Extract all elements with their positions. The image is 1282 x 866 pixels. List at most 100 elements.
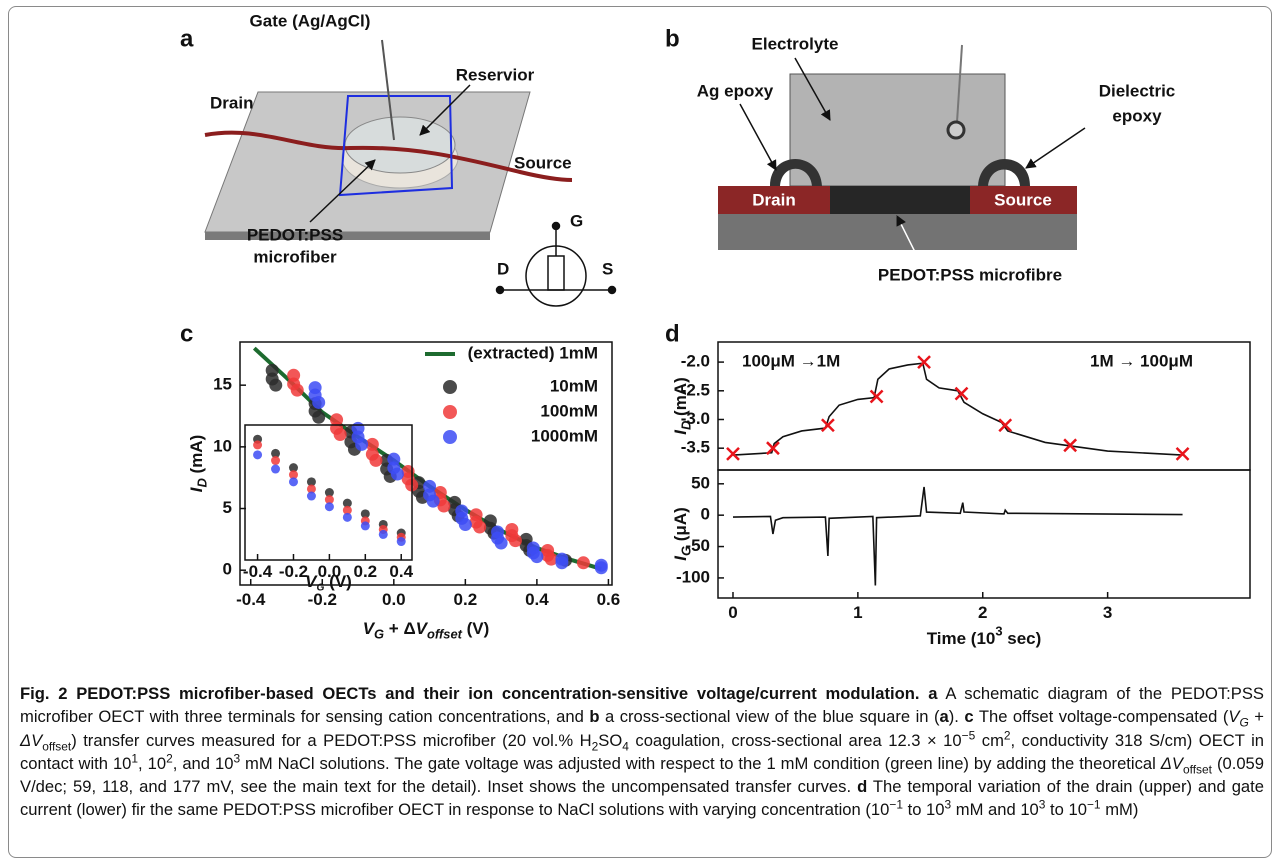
arrow [309,159,376,223]
channel [547,255,565,291]
panel-b: b Electrolyte Dielectric epoxy Ag epoxy … [665,25,1175,284]
label-run: I [187,486,206,492]
caption-run: −1 [889,797,903,812]
cross-marker [726,447,740,461]
y-axis-label: ID (mA) [187,435,210,493]
ag-epoxy [770,159,822,186]
x-tick-label: 1 [853,603,862,622]
scatter-point [508,534,522,548]
scatter-point [342,498,352,508]
y-tick-label: -3.5 [681,438,710,457]
data-line [732,486,1183,586]
scatter-point [271,448,281,458]
caption-run: b [589,707,600,727]
label-run: G [317,582,325,593]
y-axis-label: IG (μA) [671,507,694,561]
scatter-point [360,509,370,519]
blue-square [338,95,454,197]
x-tick-label: -0.4 [243,562,273,581]
y-tick-label: 10 [213,436,232,455]
label-run: 3 [995,624,1002,639]
scatter-point [290,383,304,397]
label: PEDOT:PSS microfibre [878,265,1062,284]
x-tick-label: -0.2 [279,562,308,581]
x-tick-label: 0.0 [382,590,406,609]
x-axis-label: VG (V) [305,572,352,593]
label: Drain [752,190,795,209]
scatter-point [271,456,281,466]
caption-run: 2 [1003,728,1011,743]
label-run: Time (10 [927,629,996,648]
slab-edge [205,232,490,240]
annotation: 100μM →1M [742,351,840,370]
x-tick-label: -0.2 [308,590,337,609]
gate-electrode [946,120,966,140]
node [551,221,561,231]
scatter-point [253,450,263,460]
caption-run: mM NaCl solutions. The gate voltage was … [240,753,1161,773]
scatter-point [530,550,544,564]
scatter-point [594,561,608,575]
cross-marker [766,441,780,456]
label-run: I [671,555,690,561]
label: epoxy [1112,106,1162,125]
caption-run: SO [598,730,623,750]
reservoir [344,116,456,174]
caption-run: ΔV [1160,753,1183,773]
arrow [419,84,471,136]
scatter-point [306,477,316,487]
data-line [732,362,1183,456]
arrow [1025,127,1086,169]
panel-a: a Gate (Ag/AgCl) Reservior Drain Source … [180,11,617,307]
caption-run: to 10 [902,800,945,820]
scatter-point [494,536,508,550]
caption-run: 2 [166,751,173,766]
label: Ag epoxy [697,81,774,100]
scatter-point [312,395,326,409]
caption-run: mM and 10 [951,800,1039,820]
caption-run: d [857,777,868,797]
source-pad [970,186,1077,214]
gate-wire [956,44,963,123]
x-tick-label: 0.4 [389,562,413,581]
label: Gate (Ag/AgCl) [250,11,371,30]
caption-run: 4 [622,738,629,753]
caption-run: a cross-sectional view of the blue squar… [599,707,940,727]
y-tick-label: 0 [701,505,710,524]
y-tick-label: 15 [213,375,232,394]
scatter-point [288,470,298,480]
label-run: D [195,478,210,487]
y-tick-label: -2.5 [681,380,710,399]
cross-marker [1063,438,1078,453]
x-tick-label: 0.2 [454,590,478,609]
caption-run: offset [42,738,72,753]
label-run: G [374,627,384,642]
y-tick-label: 5 [223,498,232,517]
label: S [602,259,613,278]
caption-run: cm [975,730,1004,750]
caption-run: 3 [1038,797,1046,812]
caption-run: coagulation, cross-sectional area 12.3 ×… [628,730,962,750]
scatter-point [544,552,558,566]
caption-run: 3 [944,797,952,812]
legend-label: 10mM [550,376,598,395]
scatter-point [355,437,369,451]
x-tick-label: 0.2 [353,562,377,581]
caption-run: ). [948,707,965,727]
label-run: V [363,619,376,638]
caption-run: , conductivity 318 S/cm) OECT in contact… [20,730,1264,773]
scatter-point [426,494,440,508]
cross-marker [954,386,969,401]
label: microfiber [253,247,337,266]
cross-marker [821,418,835,433]
caption-run: The temporal variation of the drain (upp… [20,777,1264,820]
x-tick-label: 0.0 [318,562,342,581]
x-tick-label: 0.6 [597,590,621,609]
label: Electrolyte [752,34,839,53]
scatter-point [342,512,352,522]
cross-marker [1175,447,1190,461]
scatter-point [324,495,334,505]
caption-run: G [1239,715,1249,730]
figure: a Gate (Ag/AgCl) Reservior Drain Source … [180,11,1251,648]
